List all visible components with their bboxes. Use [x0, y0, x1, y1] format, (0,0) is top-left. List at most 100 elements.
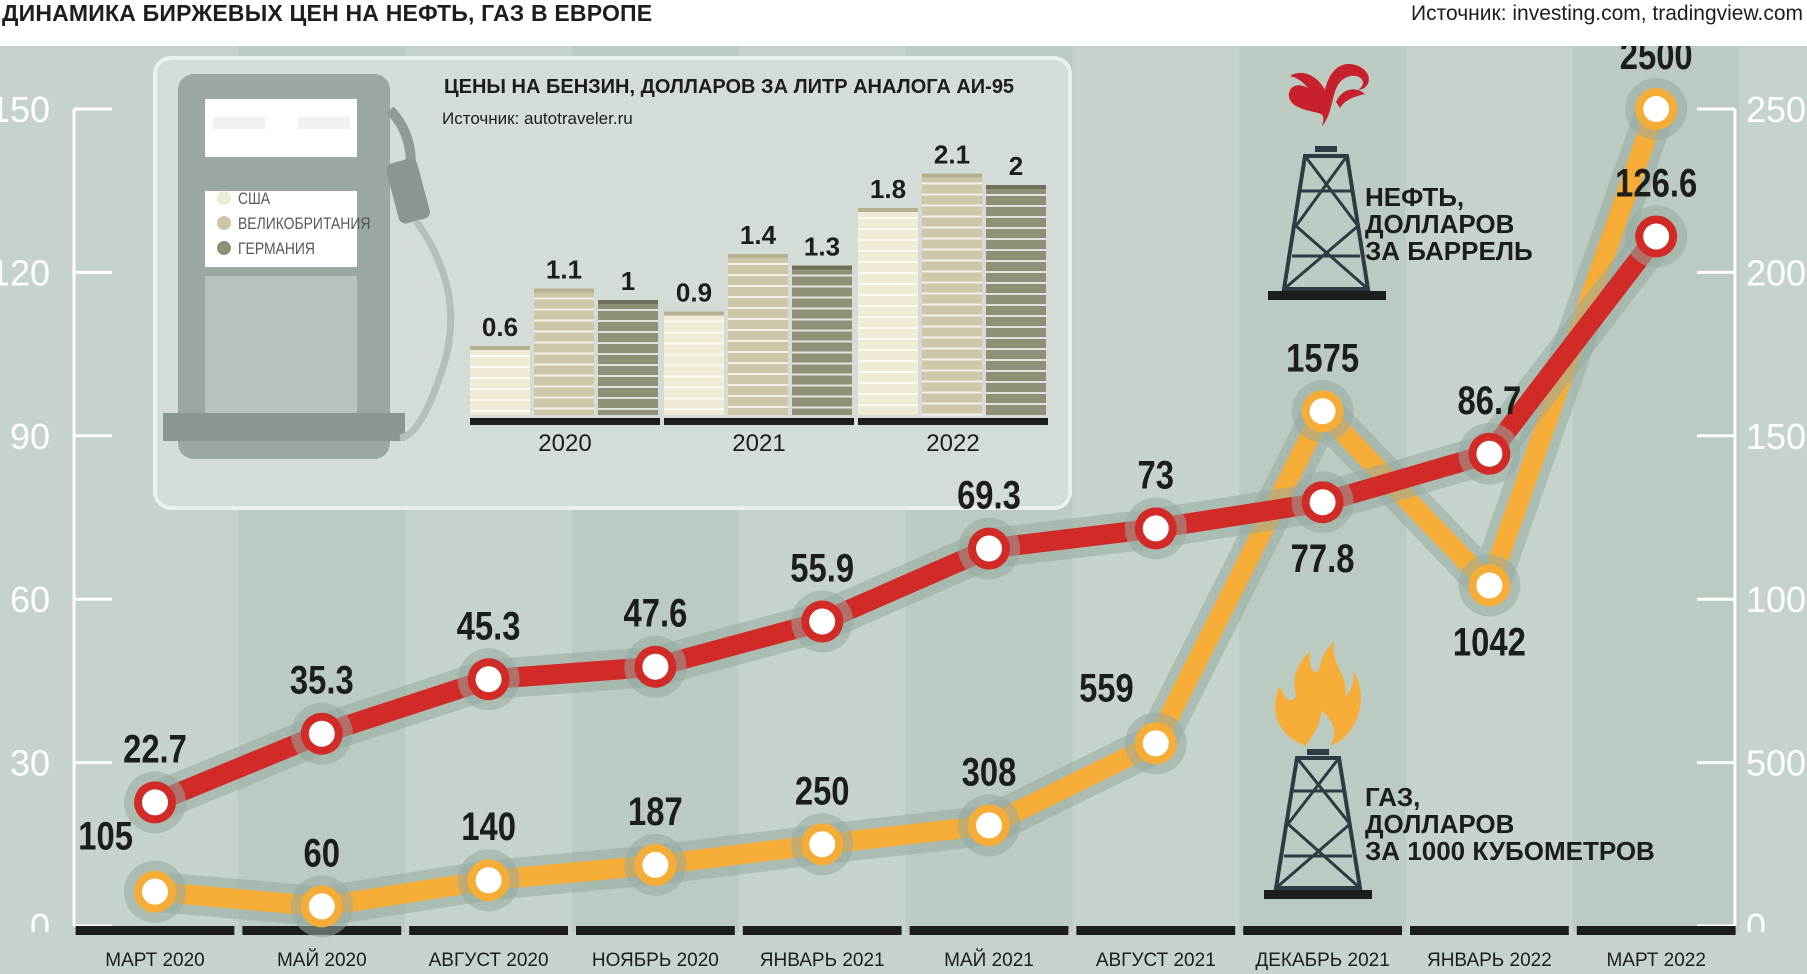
right-axis-tick-label: 2000 [1746, 252, 1807, 293]
left-axis-tick-label: 60 [10, 579, 50, 620]
bar-group-baseline [664, 418, 854, 425]
gas-point-center [475, 867, 502, 894]
oil-point-center [1476, 440, 1503, 467]
legend-swatch [217, 241, 231, 255]
oil-value-label: 55.9 [790, 545, 854, 590]
bar-cap [664, 311, 724, 316]
x-axis-segment [742, 926, 902, 935]
left-axis-tick-label: 90 [10, 416, 50, 457]
x-axis-band [0, 932, 1807, 974]
bar-value-label: 1.1 [546, 255, 582, 285]
bar-cap [534, 288, 594, 293]
bar-value-label: 1.4 [740, 220, 777, 250]
gas-value-label: 2500 [1620, 46, 1693, 78]
gas-price-bar [792, 265, 852, 415]
x-axis-category-label: НОЯБРЬ 2020 [592, 950, 719, 971]
bar-cap [470, 346, 530, 350]
right-axis-tick-label: 1500 [1746, 416, 1807, 457]
oil-value-label: 45.3 [457, 603, 521, 648]
left-axis-tick-label: 150 [0, 89, 50, 130]
right-axis-tick-label: 2500 [1746, 89, 1807, 130]
gas-value-label: 60 [304, 830, 340, 875]
gas-value-label: 105 [78, 814, 133, 859]
bar-cap [728, 254, 788, 258]
gasoline-inset: США ВЕЛИКОБРИТАНИЯ ГЕРМАНИЯ ЦЕНЫ НА БЕНЗИН… [153, 56, 1072, 510]
bar-cap [598, 300, 658, 304]
bar-value-label: 2.1 [934, 140, 970, 170]
chart-panel: 0306090120150 05001000150020002500 МАРТ … [0, 46, 1807, 974]
x-axis-segment [1576, 926, 1736, 935]
x-axis-category-label: ЯНВАРЬ 2022 [1427, 950, 1552, 971]
oil-value-label: 77.8 [1291, 536, 1355, 581]
bar-value-label: 1 [621, 266, 635, 296]
legend-label: ГЕРМАНИЯ [238, 240, 315, 259]
bar-category-label: 2020 [538, 430, 591, 457]
fuel-pump-icon [163, 74, 455, 459]
bar-group-baseline [858, 418, 1048, 425]
x-axis-segment [1410, 926, 1569, 935]
bar-value-label: 1.8 [870, 174, 906, 204]
gas-point-center [1476, 572, 1503, 599]
oil-value-label: 86.7 [1457, 378, 1521, 423]
oil-series-name: НЕФТЬ, [1365, 182, 1464, 212]
oil-point-center [1309, 489, 1336, 516]
bar-value-label: 0.9 [676, 278, 712, 308]
background-stripe [1572, 46, 1740, 974]
x-axis-segment [1243, 926, 1402, 935]
x-axis-category-label: ЯНВАРЬ 2021 [760, 950, 885, 971]
bar-cap [858, 208, 918, 212]
oil-point-center [1142, 515, 1169, 542]
oil-value-label: 126.6 [1615, 160, 1697, 205]
oil-derrick-icon [1268, 63, 1386, 300]
gas-flame-icon [1264, 641, 1372, 899]
gas-value-label: 140 [461, 804, 516, 849]
x-axis-segment [576, 926, 735, 935]
legend-swatch [217, 216, 231, 230]
bar-cap [922, 173, 982, 178]
oil-value-label: 35.3 [290, 658, 354, 703]
header: ДИНАМИКА БИРЖЕВЫХ ЦЕН НА НЕФТЬ, ГАЗ В ЕВ… [0, 0, 1807, 46]
gas-point-center [308, 893, 335, 920]
bar-value-label: 2 [1009, 151, 1023, 181]
gas-value-label: 1042 [1453, 619, 1526, 664]
gas-point-center [976, 812, 1002, 839]
oil-point-center [142, 789, 168, 816]
gas-value-label: 559 [1079, 665, 1134, 710]
x-axis-category-label: МАЙ 2021 [944, 949, 1034, 971]
bar-value-label: 1.3 [804, 232, 840, 262]
oil-point-center [976, 535, 1002, 562]
left-axis-tick-label: 30 [10, 743, 50, 784]
x-axis-segment [75, 926, 235, 935]
gas-point-center [1643, 96, 1670, 122]
oil-value-label: 69.3 [957, 472, 1021, 517]
gas-price-bar [598, 300, 658, 415]
gas-value-label: 187 [628, 789, 683, 834]
x-axis-segment [1076, 926, 1236, 935]
bar-category-label: 2022 [926, 430, 979, 457]
inset-title: ЦЕНЫ НА БЕНЗИН, ДОЛЛАРОВ ЗА ЛИТР АНАЛОГА… [444, 76, 1014, 98]
left-axis-tick-label: 120 [0, 252, 50, 293]
legend-label: ВЕЛИКОБРИТАНИЯ [238, 215, 370, 234]
gas-point-center [809, 831, 836, 858]
main-chart: 0306090120150 05001000150020002500 МАРТ … [0, 46, 1807, 974]
page-title: ДИНАМИКА БИРЖЕВЫХ ЦЕН НА НЕФТЬ, ГАЗ В ЕВ… [2, 0, 653, 26]
x-axis-category-label: МАРТ 2020 [105, 950, 204, 971]
bar-category-label: 2021 [732, 430, 785, 457]
x-axis-category-label: АВГУСТ 2020 [429, 950, 549, 971]
gas-point-center [1309, 398, 1336, 425]
gas-point-center [1142, 730, 1169, 757]
x-axis-category-label: АВГУСТ 2021 [1096, 950, 1216, 971]
x-axis-segment [909, 926, 1069, 935]
gas-value-label: 250 [795, 768, 850, 813]
bar-cap [986, 185, 1046, 189]
inset-source: Источник: autotraveler.ru [442, 109, 633, 128]
legend-swatch [217, 191, 231, 205]
source-note: Источник: investing.com, tradingview.com [1411, 2, 1803, 25]
x-axis-category-label: МАЙ 2020 [277, 949, 367, 971]
right-axis-tick-label: 1000 [1746, 579, 1807, 620]
gas-point-center [142, 878, 168, 905]
gas-value-label: 308 [962, 749, 1017, 794]
x-axis-segment [409, 926, 568, 935]
oil-point-center [642, 653, 669, 680]
gas-price-bar [534, 288, 594, 415]
